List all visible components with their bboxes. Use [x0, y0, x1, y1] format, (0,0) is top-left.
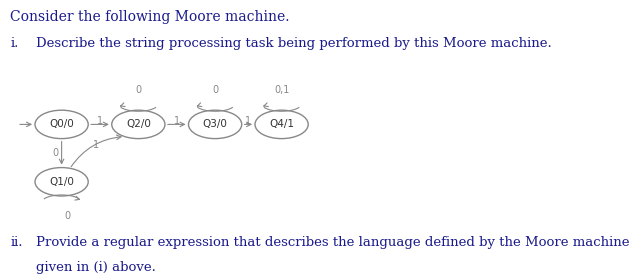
Text: Q4/1: Q4/1: [269, 119, 294, 129]
Text: Q3/0: Q3/0: [203, 119, 227, 129]
Text: 0: 0: [52, 148, 59, 158]
Text: 0,1: 0,1: [274, 85, 289, 95]
Text: given in (i) above.: given in (i) above.: [36, 261, 156, 274]
Text: Provide a regular expression that describes the language defined by the Moore ma: Provide a regular expression that descri…: [36, 236, 630, 249]
Text: 0: 0: [135, 85, 142, 95]
Text: 1: 1: [97, 116, 103, 126]
Text: Q0/0: Q0/0: [49, 119, 74, 129]
Text: Q2/0: Q2/0: [126, 119, 151, 129]
Text: Consider the following Moore machine.: Consider the following Moore machine.: [10, 10, 290, 24]
Text: 0: 0: [64, 211, 71, 221]
Text: Describe the string processing task being performed by this Moore machine.: Describe the string processing task bein…: [36, 37, 552, 50]
Text: 1: 1: [245, 116, 251, 126]
Text: 1: 1: [174, 116, 180, 126]
Text: ii.: ii.: [10, 236, 23, 249]
Text: Q1/0: Q1/0: [49, 177, 74, 187]
Text: 0: 0: [212, 85, 218, 95]
Text: i.: i.: [10, 37, 19, 50]
Text: 1: 1: [93, 140, 99, 150]
